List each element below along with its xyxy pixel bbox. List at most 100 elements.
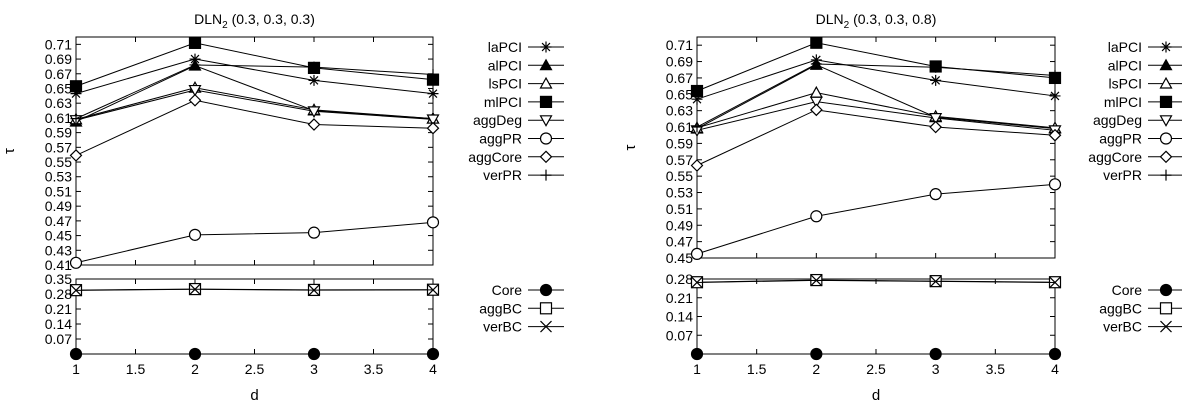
- x-tick-label: 3: [310, 361, 318, 377]
- x-tick-label: 3: [932, 361, 940, 377]
- data-point: [810, 36, 823, 49]
- legend-entry: lsPCI: [1109, 76, 1182, 92]
- y-tick-label: 0.14: [666, 309, 693, 325]
- data-point: [929, 347, 942, 361]
- legend-label: aggDeg: [473, 112, 522, 128]
- data-point: [929, 120, 943, 134]
- data-point: [188, 36, 202, 49]
- y-tick-label: 0.55: [45, 154, 72, 170]
- legend-entry: aggPR: [479, 131, 564, 147]
- x-tick-label: 2: [812, 361, 820, 377]
- data-point: [930, 61, 942, 73]
- plot-frame: [696, 278, 1056, 355]
- data-point: [308, 284, 320, 297]
- y-tick-label: 0.43: [45, 242, 72, 258]
- y-tick-label: 0.63: [45, 95, 72, 111]
- legend-marker: [1159, 115, 1173, 127]
- y-tick-label: 0.55: [666, 168, 693, 184]
- y-tick-label: 0.69: [666, 54, 693, 70]
- legend-entry: verPR: [1103, 167, 1182, 183]
- legend-entry: Core: [492, 282, 564, 298]
- legend-marker: [1159, 58, 1173, 71]
- data-point: [427, 88, 439, 100]
- y-tick-label: 0.61: [45, 110, 72, 126]
- legend-entry: mlPCI: [484, 94, 564, 110]
- legend-marker: [539, 132, 553, 145]
- legend-label: verBC: [483, 319, 522, 335]
- data-point: [426, 216, 440, 229]
- y-tick-label: 0.21: [45, 301, 72, 317]
- legend-marker: [539, 76, 553, 89]
- chart-2: DLN2 (0.3, 0.3, 0.8)τd1 1.5 2 2.5 3 3.5 40.450…: [622, 11, 1182, 403]
- legend-label: mlPCI: [484, 94, 522, 110]
- data-point: [1048, 178, 1062, 191]
- legend-entry: aggPR: [1099, 131, 1182, 147]
- chart-title: DLN2 (0.3, 0.3, 0.8): [816, 11, 937, 31]
- y-tick-label: 0.07: [666, 327, 693, 343]
- legend-entry: laPCI: [488, 39, 564, 55]
- data-point: [810, 58, 822, 70]
- x-tick-label: 1.5: [126, 361, 146, 377]
- y-tick-label: 0.57: [666, 152, 693, 168]
- data-point: [188, 347, 202, 361]
- top-panel: 0.450.470.490.510.530.550.570.590.610.63…: [666, 36, 1182, 266]
- legend-marker: [540, 320, 552, 333]
- legend-label: mlPCI: [1104, 94, 1142, 110]
- series-line: [696, 63, 1056, 128]
- data-point: [810, 347, 823, 361]
- data-point: [189, 59, 201, 71]
- data-point: [189, 283, 201, 296]
- y-tick-label: 0.51: [666, 201, 693, 217]
- data-point: [426, 121, 440, 135]
- top-panel: 0.410.430.450.470.490.510.530.550.570.59…: [45, 36, 564, 273]
- legend-entry: aggDeg: [1093, 112, 1182, 128]
- series-aggCore: [690, 103, 1062, 172]
- data-point: [426, 347, 440, 361]
- legend-label: aggBC: [479, 300, 522, 316]
- data-point: [1049, 69, 1061, 81]
- legend-marker: [539, 302, 553, 315]
- legend-label: lsPCI: [489, 76, 522, 92]
- data-point: [1049, 276, 1061, 289]
- data-point: [930, 74, 942, 86]
- chart-1: DLN2 (0.3, 0.3, 0.3)τd1 1.5 2 2.5 3 3.5 40.410…: [1, 11, 564, 403]
- legend-label: aggDeg: [1093, 112, 1142, 128]
- y-tick-label: 0.14: [45, 316, 72, 332]
- series-line: [696, 92, 1056, 129]
- series-line: [75, 288, 434, 291]
- legend-entry: aggCore: [468, 149, 564, 165]
- legend-label: aggCore: [468, 149, 522, 165]
- data-point: [1048, 128, 1062, 142]
- legend-marker: [1160, 41, 1172, 53]
- legend-entry: Core: [1112, 282, 1182, 298]
- legend-label: aggCore: [1088, 149, 1142, 165]
- series-Core: [690, 347, 1062, 361]
- series-verPR: [70, 59, 439, 125]
- series-line: [696, 183, 1056, 255]
- x-tick-label: 1: [693, 361, 701, 377]
- legend-entry: lsPCI: [489, 76, 564, 92]
- data-point: [188, 228, 202, 241]
- legend-marker: [1159, 76, 1173, 89]
- y-tick-label: 0.49: [45, 198, 72, 214]
- y-tick-label: 0.41: [45, 257, 72, 273]
- series-line: [75, 87, 434, 120]
- data-point: [427, 284, 439, 296]
- series-aggDeg: [690, 96, 1062, 138]
- data-point: [1048, 347, 1062, 361]
- legend-marker: [539, 115, 553, 127]
- y-tick-label: 0.49: [666, 217, 693, 233]
- series-line: [75, 221, 434, 264]
- legend-entry: aggBC: [1099, 300, 1182, 316]
- data-point: [69, 80, 83, 93]
- y-tick-label: 0.57: [45, 139, 72, 155]
- x-tick-label: 3.5: [986, 361, 1006, 377]
- series-line: [696, 64, 1056, 130]
- y-tick-label: 0.59: [666, 135, 693, 151]
- data-point: [307, 347, 321, 361]
- legend-label: verBC: [1103, 319, 1142, 335]
- y-tick-label: 0.65: [666, 86, 693, 102]
- series-line: [75, 89, 434, 121]
- series-line: [75, 58, 434, 95]
- y-tick-label: 0.69: [45, 51, 72, 67]
